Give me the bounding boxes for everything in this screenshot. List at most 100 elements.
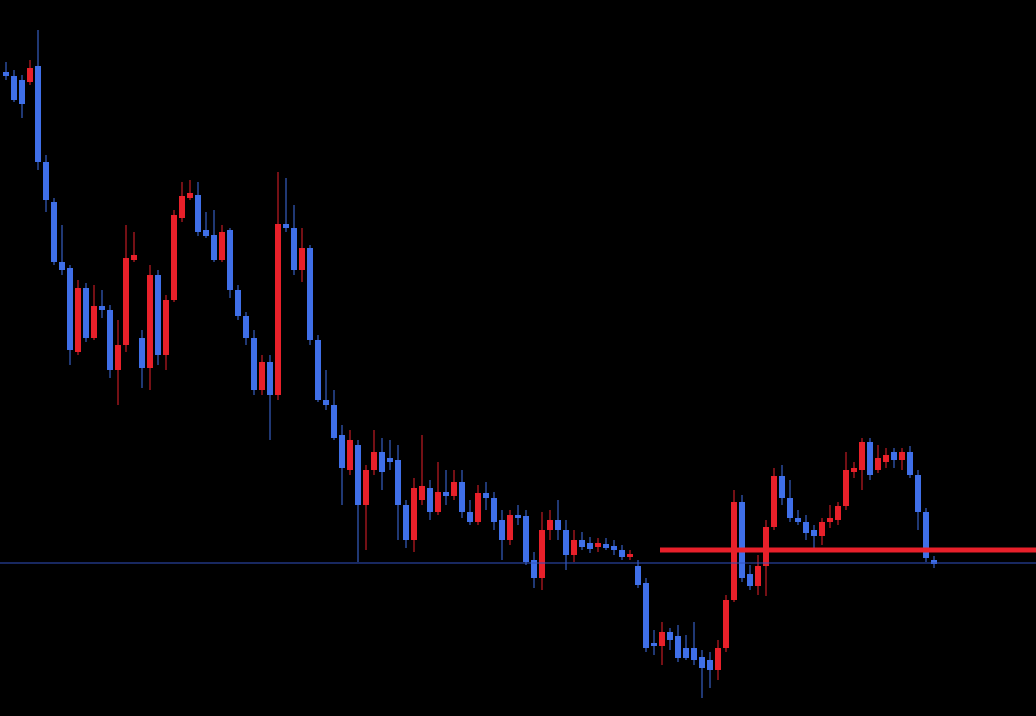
candle-body bbox=[147, 275, 153, 368]
candle-body bbox=[659, 632, 665, 646]
candle-body bbox=[363, 470, 369, 505]
candle-body bbox=[331, 405, 337, 438]
candle-body bbox=[307, 248, 313, 340]
candle-body bbox=[635, 566, 641, 585]
candle-body bbox=[867, 442, 873, 475]
candle-body bbox=[403, 505, 409, 540]
candle-body bbox=[267, 362, 273, 395]
candle-body bbox=[587, 543, 593, 549]
candle-body bbox=[235, 290, 241, 316]
candle-body bbox=[67, 268, 73, 350]
candle-body bbox=[315, 340, 321, 400]
candle-body bbox=[459, 482, 465, 512]
candle-body bbox=[395, 460, 401, 505]
candle-body bbox=[763, 527, 769, 566]
candle-body bbox=[11, 76, 17, 100]
candle-body bbox=[851, 468, 857, 472]
candle-body bbox=[59, 262, 65, 270]
candle-body bbox=[27, 68, 33, 82]
candle-body bbox=[179, 196, 185, 218]
candle-body bbox=[475, 493, 481, 522]
candle-body bbox=[499, 520, 505, 540]
candle-body bbox=[339, 435, 345, 468]
candle-body bbox=[643, 583, 649, 648]
candle-body bbox=[19, 80, 25, 104]
candle-body bbox=[787, 498, 793, 518]
candle-body bbox=[683, 648, 689, 658]
candle-body bbox=[907, 452, 913, 475]
candle-body bbox=[491, 498, 497, 522]
candle-body bbox=[779, 476, 785, 498]
candle-body bbox=[859, 442, 865, 470]
candle-body bbox=[355, 445, 361, 505]
candle-body bbox=[299, 248, 305, 270]
candle-body bbox=[91, 306, 97, 338]
candle-body bbox=[699, 657, 705, 668]
candle-body bbox=[835, 506, 841, 520]
candle-body bbox=[451, 482, 457, 496]
candle-body bbox=[131, 255, 137, 260]
candle-body bbox=[691, 648, 697, 660]
candle-body bbox=[627, 554, 633, 557]
candle-body bbox=[155, 275, 161, 355]
candle-body bbox=[603, 544, 609, 548]
candle-body bbox=[531, 560, 537, 578]
candle-body bbox=[163, 300, 169, 355]
candle-body bbox=[323, 400, 329, 405]
candle-body bbox=[427, 488, 433, 512]
candle-body bbox=[715, 648, 721, 670]
candle-body bbox=[187, 193, 193, 198]
candle-body bbox=[811, 530, 817, 536]
candle-body bbox=[611, 546, 617, 550]
candle-body bbox=[371, 452, 377, 470]
candle-body bbox=[515, 515, 521, 518]
candle-body bbox=[883, 455, 889, 462]
candle-body bbox=[139, 338, 145, 368]
candle-body bbox=[115, 345, 121, 370]
candle-body bbox=[795, 518, 801, 522]
candle-body bbox=[347, 440, 353, 470]
candle-body bbox=[483, 493, 489, 498]
candle-body bbox=[99, 306, 105, 310]
candle-body bbox=[595, 543, 601, 547]
candle-body bbox=[83, 288, 89, 338]
candle-body bbox=[203, 230, 209, 236]
candle-body bbox=[443, 492, 449, 496]
candle-body bbox=[755, 566, 761, 586]
candle-body bbox=[675, 636, 681, 658]
candle-body bbox=[435, 492, 441, 512]
candle-body bbox=[667, 632, 673, 640]
candle-body bbox=[507, 515, 513, 540]
candle-body bbox=[387, 458, 393, 462]
candle-body bbox=[579, 540, 585, 547]
candle-body bbox=[723, 600, 729, 648]
candle-body bbox=[259, 362, 265, 390]
candle-body bbox=[803, 522, 809, 533]
candle-body bbox=[547, 520, 553, 530]
candle-body bbox=[283, 224, 289, 228]
candle-body bbox=[571, 540, 577, 555]
candle-body bbox=[291, 228, 297, 270]
candle-body bbox=[843, 470, 849, 506]
candle-body bbox=[555, 520, 561, 530]
candle-body bbox=[923, 512, 929, 558]
candle-body bbox=[411, 488, 417, 540]
candle-body bbox=[379, 452, 385, 472]
candle-body bbox=[563, 530, 569, 555]
candle-body bbox=[251, 338, 257, 390]
candle-body bbox=[107, 310, 113, 370]
candle-body bbox=[739, 502, 745, 578]
candle-body bbox=[75, 288, 81, 352]
candle-body bbox=[123, 258, 129, 345]
candle-body bbox=[931, 560, 937, 564]
candle-body bbox=[707, 660, 713, 670]
candle-body bbox=[219, 232, 225, 260]
candle-body bbox=[35, 66, 41, 162]
candle-body bbox=[891, 452, 897, 460]
candle-body bbox=[899, 452, 905, 460]
candle-body bbox=[747, 574, 753, 586]
candle-body bbox=[3, 72, 9, 76]
candle-body bbox=[195, 195, 201, 232]
candle-body bbox=[51, 202, 57, 262]
candle-body bbox=[243, 316, 249, 338]
